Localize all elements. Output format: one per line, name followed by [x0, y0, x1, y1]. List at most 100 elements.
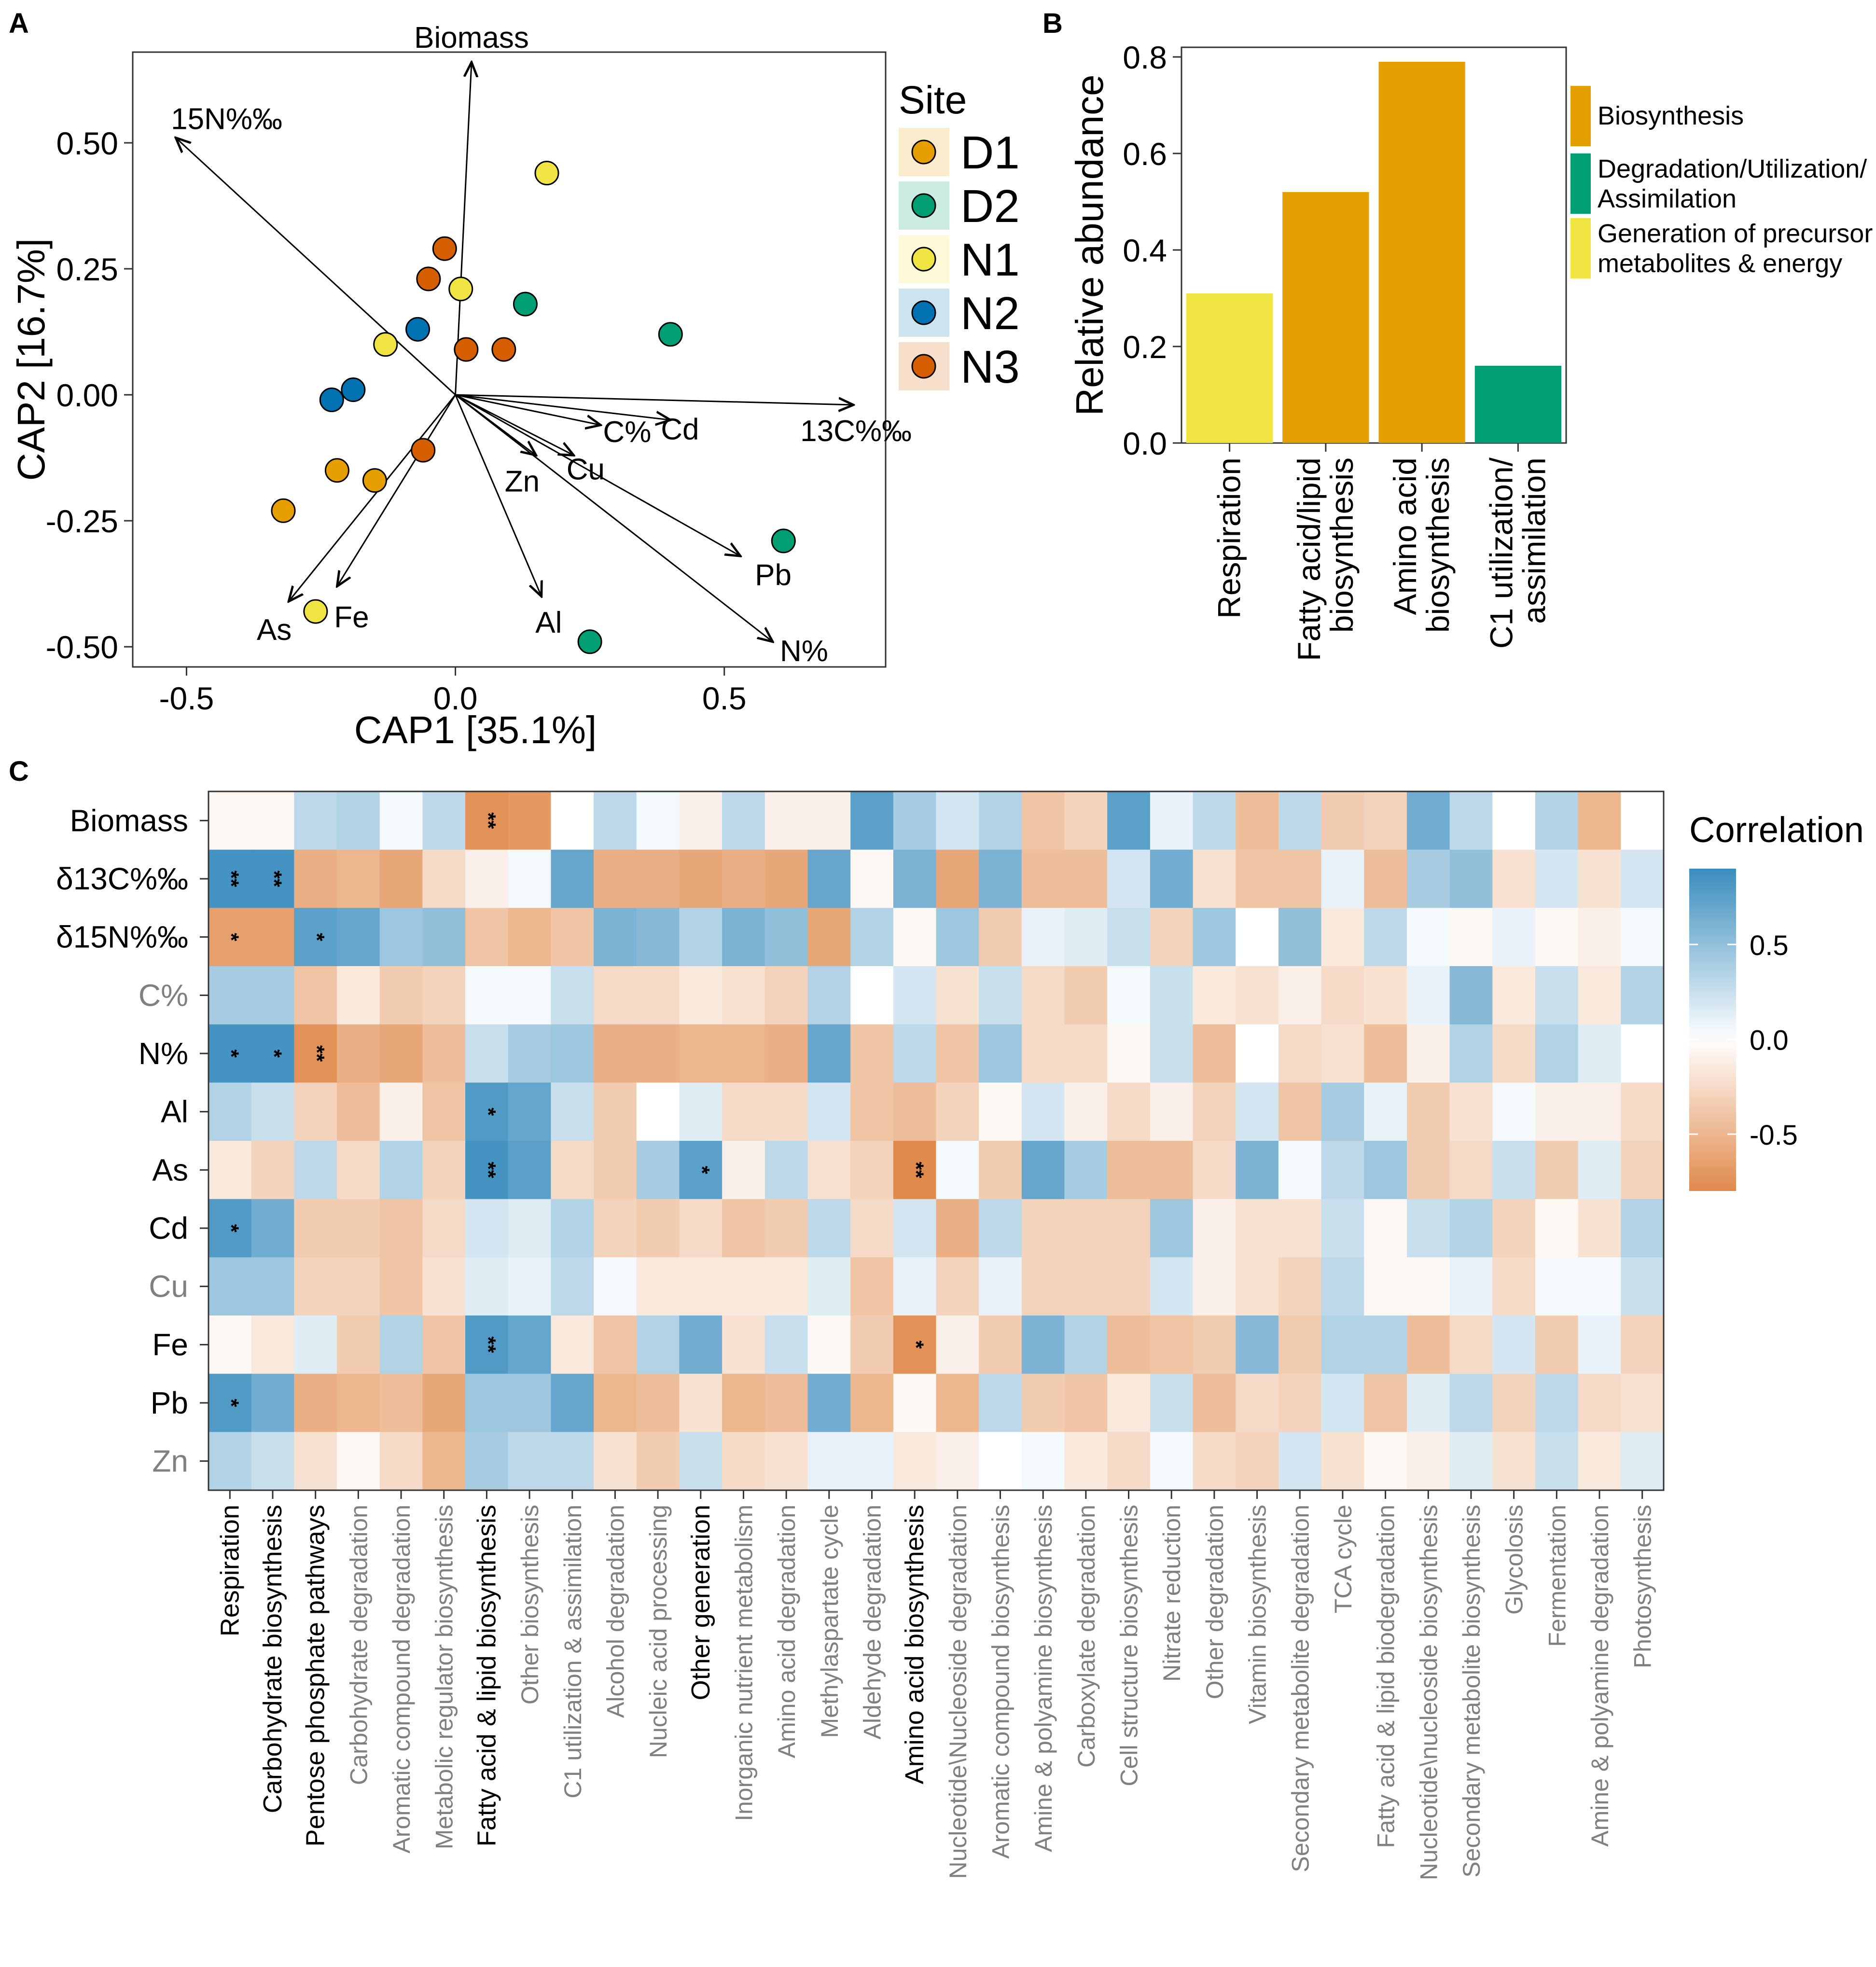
heatmap-cell — [1064, 1082, 1108, 1141]
col-label-methylaspartate-cycle: Methylaspartate cycle — [816, 1505, 843, 1738]
y-tick-label: 0.6 — [1123, 136, 1167, 172]
heatmap-cell — [551, 966, 594, 1025]
heatmap-cell — [679, 1199, 723, 1258]
plot-frame — [1181, 46, 1567, 444]
heatmap-cell — [1449, 1373, 1493, 1432]
heatmap-cell — [551, 1199, 594, 1258]
heatmap-cell — [1492, 966, 1536, 1025]
heatmap-cell — [294, 1199, 337, 1258]
plot-frame — [132, 51, 887, 668]
heatmap-cell — [893, 908, 937, 967]
heatmap-cell — [1107, 966, 1151, 1025]
heatmap-cell — [465, 1432, 509, 1491]
heatmap-cell — [807, 1082, 851, 1141]
heatmap-cell — [1406, 1432, 1450, 1491]
legend-label: Biosynthesis — [1598, 101, 1744, 130]
heatmap-cell — [1406, 791, 1450, 850]
heatmap-cell — [251, 1316, 294, 1374]
heatmap-cell — [679, 849, 723, 908]
heatmap-cell — [1064, 1024, 1108, 1083]
panel-c-correlation-heatmap: **** *** ** * ***** * ***** **Biomassδ13C%‰δ15N… — [56, 790, 1864, 1880]
heatmap-cell — [936, 1373, 979, 1432]
heatmap-cell — [1236, 1024, 1279, 1083]
vector-label-cd: Cd — [661, 413, 699, 446]
heatmap-cell — [807, 1141, 851, 1200]
heatmap-cell — [594, 791, 637, 850]
heatmap-cell — [1107, 1257, 1151, 1316]
heatmap-cell — [722, 849, 765, 908]
heatmap-cell — [1449, 1199, 1493, 1258]
heatmap-cell — [1535, 1373, 1579, 1432]
heatmap-cell — [508, 1082, 552, 1141]
heatmap-cell — [1621, 1432, 1664, 1491]
y-tick-label: 0.0 — [1123, 426, 1167, 461]
heatmap-cell — [1021, 908, 1065, 967]
col-label-amino-acid-biosynthesis: Amino acid biosynthesis — [900, 1505, 929, 1784]
row-label-al: Al — [161, 1094, 188, 1129]
heatmap-cell — [979, 849, 1022, 908]
heatmap-cell — [1449, 908, 1493, 967]
heatmap-cell — [1321, 1082, 1364, 1141]
heatmap-cell — [807, 1024, 851, 1083]
heatmap-cell — [1621, 1257, 1664, 1316]
heatmap-cell — [379, 791, 423, 850]
heatmap-cell — [722, 1316, 765, 1374]
heatmap-cell — [679, 1024, 723, 1083]
heatmap-cell — [1236, 791, 1279, 850]
point-n1 — [303, 599, 328, 624]
heatmap-cell — [294, 849, 337, 908]
heatmap-cell — [1064, 1199, 1108, 1258]
heatmap-cell — [1021, 1199, 1065, 1258]
heatmap-cell — [465, 791, 509, 850]
heatmap-cell — [764, 908, 808, 967]
heatmap-cell — [1064, 1373, 1108, 1432]
heatmap-cell — [1021, 966, 1065, 1025]
x-tick-label-line: Amino acid — [1387, 457, 1423, 615]
point-d2 — [513, 291, 538, 317]
col-label-cell-structure-biosynthesis: Cell structure biosynthesis — [1116, 1505, 1143, 1787]
heatmap-cell — [936, 849, 979, 908]
heatmap-cell — [1321, 1199, 1364, 1258]
heatmap-cell — [594, 1432, 637, 1491]
heatmap-cell — [636, 1373, 680, 1432]
col-label-pentose-phosphate-pathways: Pentose phosphate pathways — [301, 1505, 330, 1847]
heatmap-cell — [764, 1316, 808, 1374]
heatmap-cell — [1364, 849, 1407, 908]
heatmap-cell — [422, 1199, 466, 1258]
heatmap-cell — [1364, 1432, 1407, 1491]
heatmap-cell — [1406, 1199, 1450, 1258]
vector-arrow-as — [289, 394, 456, 601]
col-label-amine-polyamine-degradation: Amine & polyamine degradation — [1586, 1505, 1613, 1847]
heatmap-cell — [979, 1024, 1022, 1083]
heatmap-cell — [422, 1257, 466, 1316]
heatmap-cell — [1621, 908, 1664, 967]
heatmap-cell — [764, 849, 808, 908]
heatmap-cell — [1621, 1316, 1664, 1374]
heatmap-cell — [893, 1432, 937, 1491]
heatmap-cell — [636, 966, 680, 1025]
color-bar-tick-label: 0.0 — [1750, 1025, 1789, 1056]
vector-label-c: C% — [603, 416, 651, 449]
heatmap-cell — [1321, 1141, 1364, 1200]
heatmap-frame — [208, 790, 1665, 1491]
heatmap-cell — [465, 908, 509, 967]
vector-label-as: As — [257, 613, 292, 647]
heatmap-cell — [1278, 791, 1322, 850]
heatmap-cell — [1064, 1141, 1108, 1200]
heatmap-cell — [594, 1373, 637, 1432]
heatmap-cell — [936, 1082, 979, 1141]
heatmap-cell — [1364, 966, 1407, 1025]
point-n3 — [416, 266, 441, 291]
col-label-aromatic-compound-degradation: Aromatic compound degradation — [388, 1505, 415, 1854]
bar-c1-utilization-assimilation — [1474, 366, 1562, 443]
vector-label-pb: Pb — [755, 558, 792, 592]
heatmap-cell — [1364, 1316, 1407, 1374]
heatmap-cell — [465, 1199, 509, 1258]
heatmap-cell — [1621, 1082, 1664, 1141]
y-tick-label: 0.00 — [56, 377, 118, 413]
y-tick-label: 0.2 — [1123, 329, 1167, 365]
heatmap-cell — [979, 1199, 1022, 1258]
legend-key-degradation-utilization-assimilation — [1570, 153, 1591, 214]
legend-key-generation-of-precursor-metabolites-energy — [1570, 218, 1591, 278]
